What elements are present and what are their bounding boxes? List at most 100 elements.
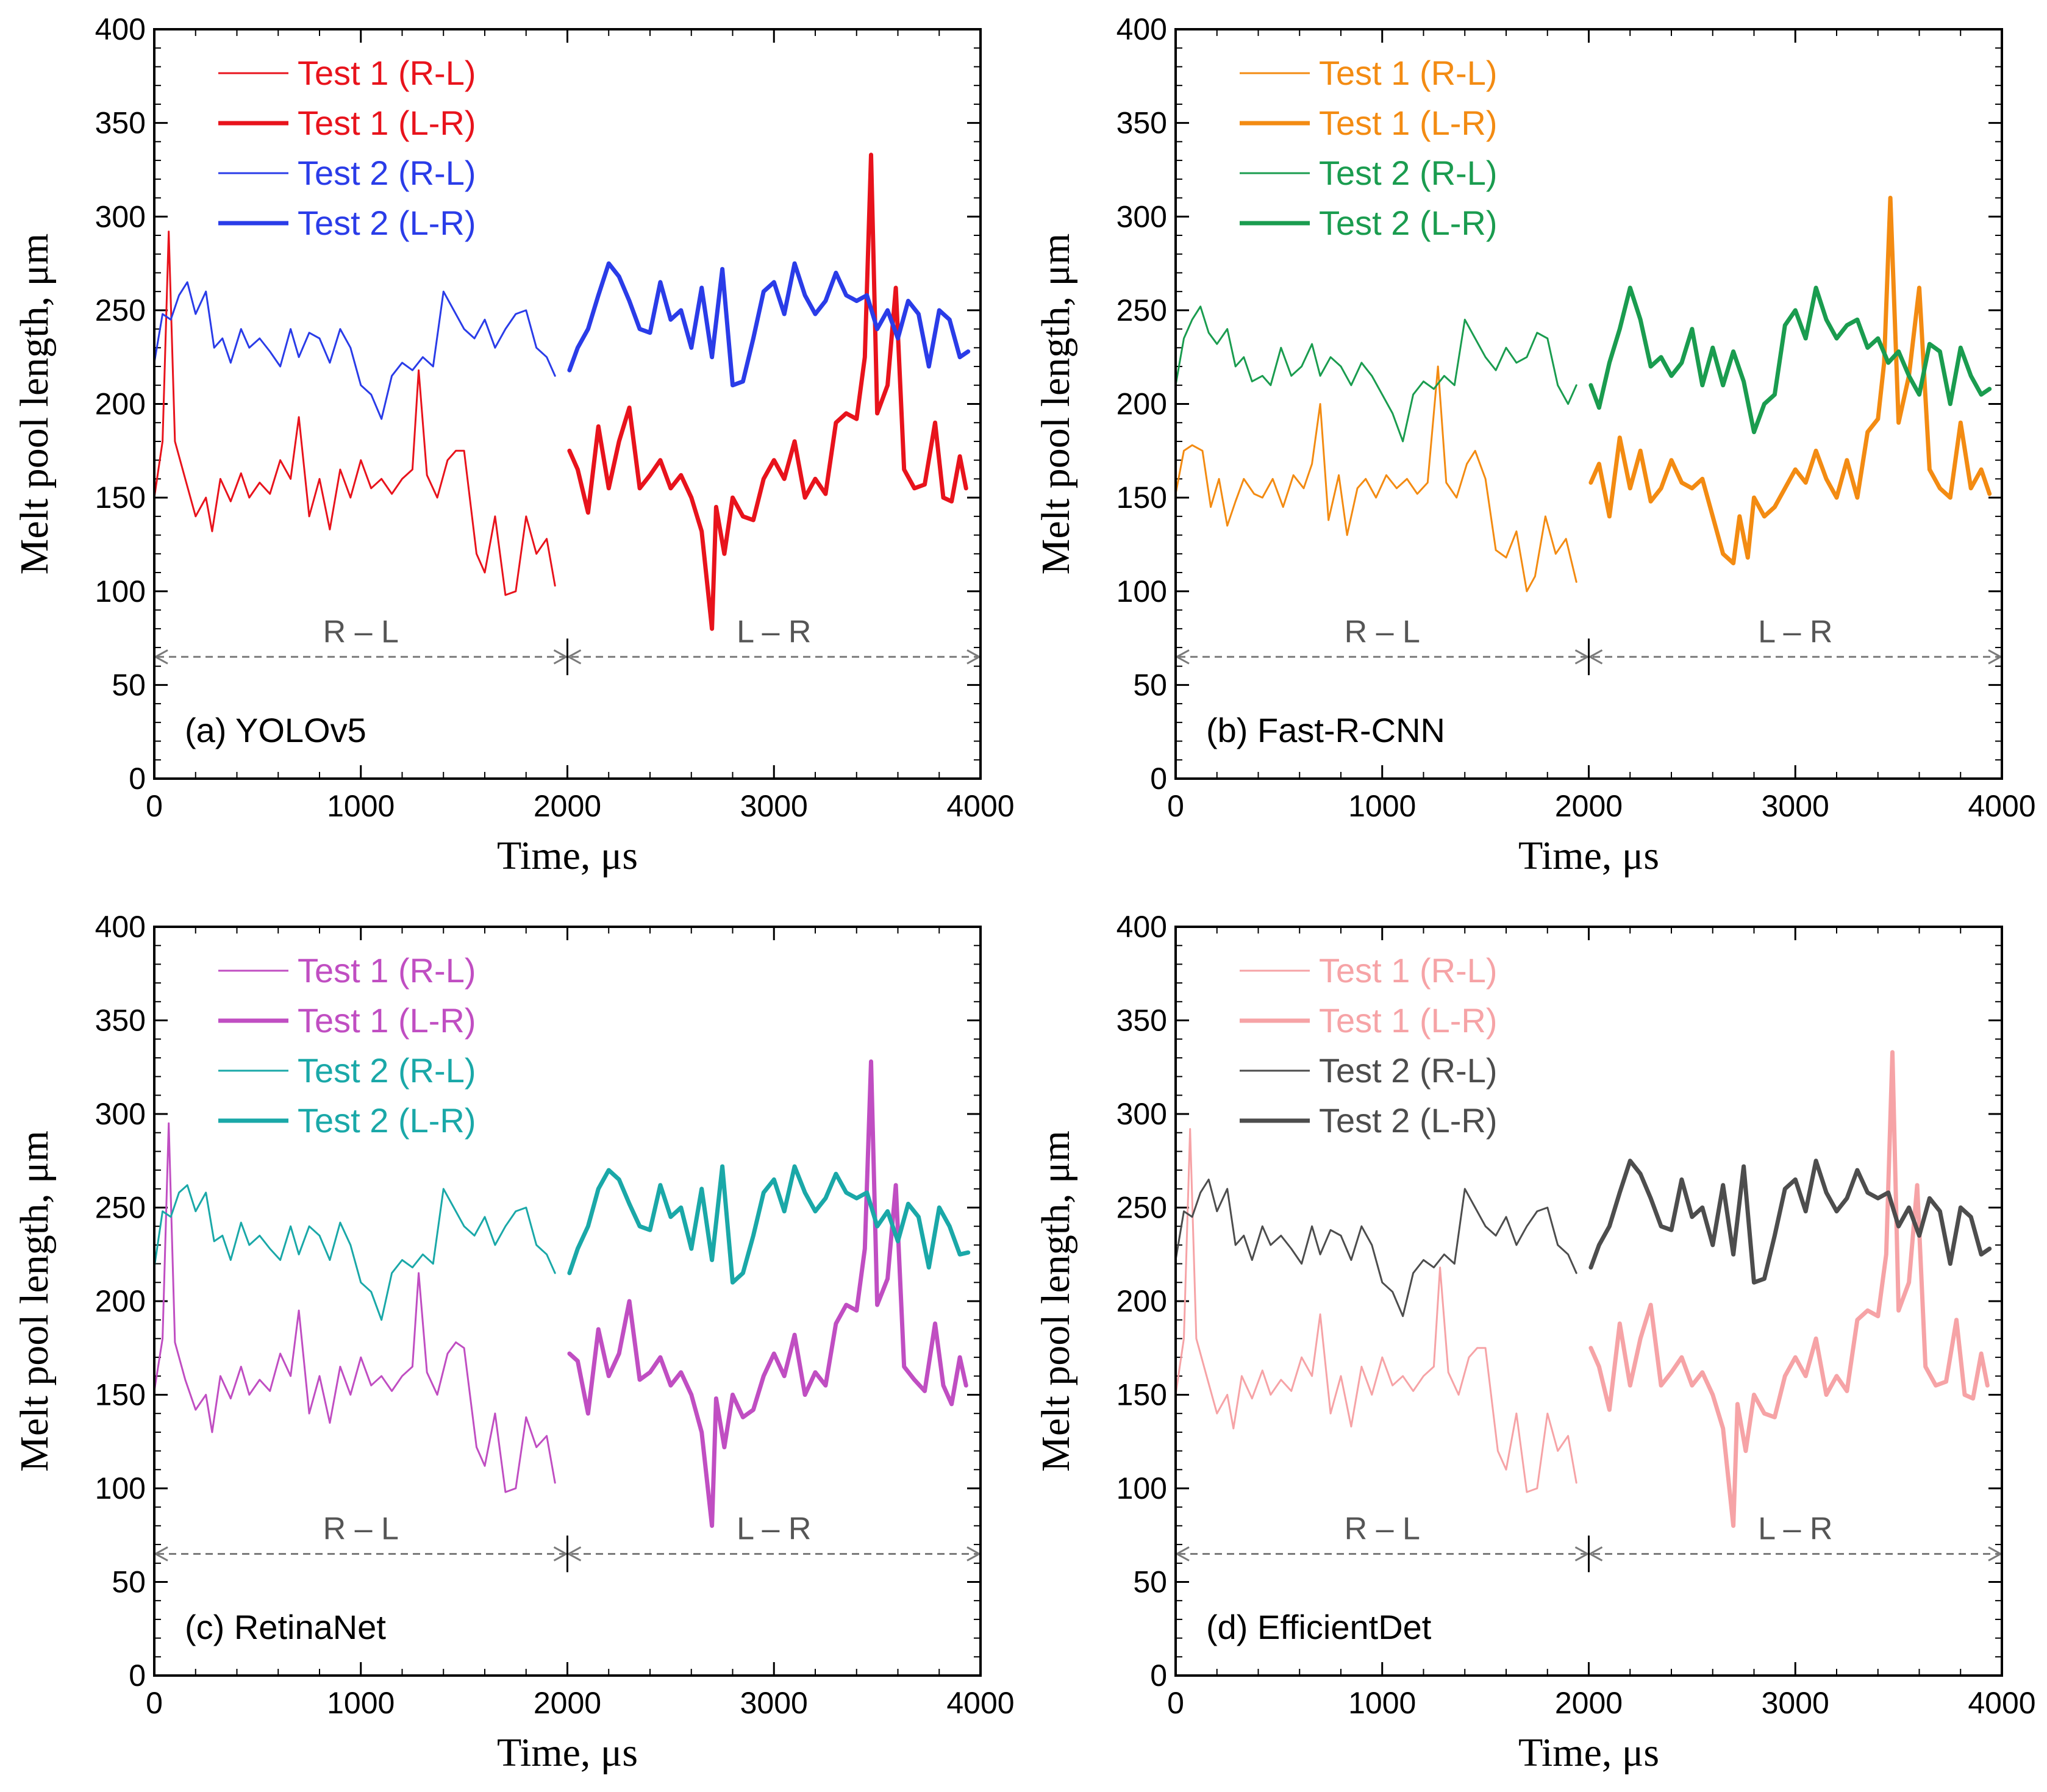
y-tick-label: 150 xyxy=(1116,1378,1167,1412)
plot-frame xyxy=(1174,28,2003,780)
y-tick-label: 150 xyxy=(95,480,146,515)
x-tick-label: 1000 xyxy=(327,1686,395,1720)
y-tick-label: 300 xyxy=(95,1097,146,1131)
y-tick-label: 300 xyxy=(1116,199,1167,234)
x-tick-label: 3000 xyxy=(1762,1686,1829,1720)
x-tick-label: 0 xyxy=(146,1686,163,1720)
arrow-head xyxy=(1574,1546,1590,1562)
y-tick-label: 400 xyxy=(1116,12,1167,46)
legend-label-4: Test 2 (L-R) xyxy=(1319,1101,1498,1140)
series-line-2 xyxy=(1588,196,1992,566)
series-line-1 xyxy=(1176,365,1577,593)
panel-label: (a) YOLOv5 xyxy=(185,711,366,749)
series-group xyxy=(1176,196,1992,593)
y-tick-label: 400 xyxy=(1116,910,1167,944)
series-line-2 xyxy=(1588,1050,1990,1528)
arrow-head xyxy=(553,1546,568,1562)
x-tick-label: 1000 xyxy=(1348,1686,1416,1720)
legend-label-4: Test 2 (L-R) xyxy=(298,1101,476,1140)
y-tick-label: 300 xyxy=(1116,1097,1167,1131)
series-line-3 xyxy=(154,281,556,420)
x-tick-label: 4000 xyxy=(1968,789,2035,823)
segment-label-left: R – L xyxy=(1345,1511,1420,1546)
arrow-head xyxy=(566,649,582,665)
segment-label-right: L – R xyxy=(737,614,811,649)
legend-label-3: Test 2 (R-L) xyxy=(298,154,476,192)
series-line-2 xyxy=(567,152,968,631)
legend-label-4: Test 2 (L-R) xyxy=(298,204,476,242)
segment-label-left: R – L xyxy=(323,614,399,649)
series-line-4 xyxy=(1588,285,1992,435)
y-tick-label: 100 xyxy=(95,1471,146,1505)
y-axis-title: Melt pool length, μm xyxy=(1034,234,1078,575)
series-line-3 xyxy=(154,1184,556,1321)
y-tick-label: 50 xyxy=(1133,668,1167,702)
panel-label: (d) EfficientDet xyxy=(1206,1608,1432,1646)
legend-label-1: Test 1 (R-L) xyxy=(1319,54,1498,92)
x-axis-title: Time, μs xyxy=(1518,1730,1659,1775)
y-tick-label: 350 xyxy=(1116,106,1167,140)
series-line-4 xyxy=(567,1164,971,1285)
legend-label-2: Test 1 (L-R) xyxy=(298,1001,476,1040)
y-tick-label: 0 xyxy=(1150,762,1167,796)
legend-label-2: Test 1 (L-R) xyxy=(1319,104,1498,142)
y-tick-label: 50 xyxy=(112,1565,146,1599)
x-tick-label: 3000 xyxy=(740,789,808,823)
x-tick-label: 0 xyxy=(1167,789,1184,823)
legend-label-4: Test 2 (L-R) xyxy=(1319,204,1498,242)
x-tick-label: 2000 xyxy=(534,1686,601,1720)
legend: Test 1 (R-L) Test 1 (L-R) Test 2 (R-L) Test… xyxy=(1240,54,1498,242)
legend-label-3: Test 2 (R-L) xyxy=(1319,1051,1498,1090)
y-tick-label: 250 xyxy=(1116,293,1167,327)
x-tick-label: 0 xyxy=(146,789,163,823)
series-line-3 xyxy=(1176,305,1577,443)
panel-label: (c) RetinaNet xyxy=(185,1608,386,1646)
legend-label-3: Test 2 (R-L) xyxy=(1319,154,1498,192)
x-axis-title: Time, μs xyxy=(497,834,638,878)
legend: Test 1 (R-L) Test 1 (L-R) Test 2 (R-L) Test… xyxy=(218,54,476,242)
x-tick-label: 3000 xyxy=(740,1686,808,1720)
plot-frame xyxy=(153,926,982,1677)
arrow-head xyxy=(566,1546,582,1562)
y-tick-label: 400 xyxy=(95,12,146,46)
legend: Test 1 (R-L) Test 1 (L-R) Test 2 (R-L) Test… xyxy=(218,951,476,1140)
x-tick-label: 4000 xyxy=(1968,1686,2035,1720)
y-tick-label: 200 xyxy=(1116,387,1167,421)
y-tick-label: 0 xyxy=(129,762,146,796)
segment-label-right: L – R xyxy=(1758,614,1832,649)
series-line-3 xyxy=(1176,1179,1577,1318)
x-tick-label: 2000 xyxy=(1555,1686,1623,1720)
y-tick-label: 250 xyxy=(95,1191,146,1225)
x-tick-label: 1000 xyxy=(327,789,395,823)
series-line-4 xyxy=(1588,1158,1992,1285)
y-tick-label: 50 xyxy=(112,668,146,702)
arrow-head xyxy=(1588,1546,1603,1562)
y-axis-title: Melt pool length, μm xyxy=(12,1130,57,1472)
y-axis-title: Melt pool length, μm xyxy=(1034,1130,1078,1472)
x-tick-label: 4000 xyxy=(946,1686,1014,1720)
series-line-1 xyxy=(1176,1128,1577,1493)
y-tick-label: 200 xyxy=(95,387,146,421)
x-tick-label: 1000 xyxy=(1348,789,1416,823)
series-line-2 xyxy=(567,1059,968,1528)
legend-label-2: Test 1 (L-R) xyxy=(1319,1001,1498,1040)
segment-label-left: R – L xyxy=(1345,614,1420,649)
arrow-head xyxy=(1574,649,1590,665)
series-group xyxy=(1176,1050,1992,1528)
series-line-1 xyxy=(154,230,556,596)
y-tick-label: 50 xyxy=(1133,1565,1167,1599)
y-tick-label: 0 xyxy=(129,1658,146,1693)
series-group xyxy=(154,1059,971,1528)
legend-label-2: Test 1 (L-R) xyxy=(298,104,476,142)
y-tick-label: 0 xyxy=(1150,1658,1167,1693)
x-tick-label: 0 xyxy=(1167,1686,1184,1720)
